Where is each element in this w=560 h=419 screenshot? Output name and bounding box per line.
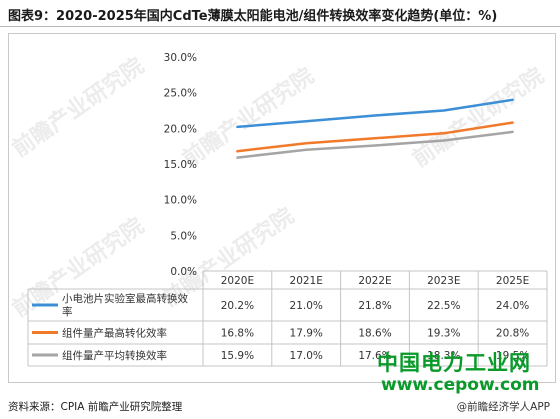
data-table-value: 17.9% bbox=[290, 328, 323, 340]
data-table-value: 19.5% bbox=[496, 350, 529, 362]
data-table-value: 21.8% bbox=[358, 300, 391, 312]
x-category-label: 2021E bbox=[290, 275, 323, 287]
data-table-value: 17.0% bbox=[290, 350, 323, 362]
data-table-value: 24.0% bbox=[496, 300, 529, 312]
chart-frame bbox=[8, 33, 556, 383]
y-tick-label: 15.0% bbox=[164, 159, 197, 171]
chart-title: 图表9：2020-2025年国内CdTe薄膜太阳能电池/组件转换效率变化趋势(单… bbox=[8, 9, 498, 24]
data-table-value: 20.2% bbox=[221, 300, 254, 312]
y-tick-label: 20.0% bbox=[164, 123, 197, 135]
legend-series-name: 小电池片实验室最高转换效率 bbox=[62, 292, 188, 318]
data-table-value: 22.5% bbox=[427, 300, 460, 312]
series-line bbox=[236, 98, 514, 129]
data-table-value: 19.3% bbox=[427, 328, 460, 340]
source-note: 资料来源：CPIA 前瞻产业研究院整理 bbox=[8, 401, 183, 413]
brand-url-watermark: www.cepow.com bbox=[381, 375, 540, 395]
series-line bbox=[236, 130, 514, 159]
x-category-label: 2025E bbox=[496, 275, 529, 287]
legend-series-name: 组件量产最高转化效率 bbox=[62, 327, 167, 340]
x-category-label: 2023E bbox=[427, 275, 460, 287]
y-tick-label: 30.0% bbox=[164, 52, 197, 64]
data-table-value: 17.6% bbox=[358, 350, 391, 362]
data-table-value: 20.8% bbox=[496, 328, 529, 340]
x-category-label: 2022E bbox=[358, 275, 391, 287]
y-tick-label: 10.0% bbox=[164, 195, 197, 207]
data-table-value: 15.9% bbox=[221, 350, 254, 362]
legend-series-name: 组件量产平均转换效率 bbox=[62, 349, 167, 362]
title-divider bbox=[0, 26, 560, 27]
brand-watermark: 中国电力工业网 bbox=[377, 351, 531, 375]
y-tick-label: 0.0% bbox=[170, 266, 197, 278]
x-category-label: 2020E bbox=[221, 275, 254, 287]
y-tick-label: 25.0% bbox=[164, 88, 197, 100]
data-table-value: 18.3% bbox=[427, 350, 460, 362]
data-table-value: 18.6% bbox=[358, 328, 391, 340]
data-table-value: 16.8% bbox=[221, 328, 254, 340]
app-credit: @前瞻经济学人APP bbox=[456, 401, 550, 413]
data-table-value: 21.0% bbox=[290, 300, 323, 312]
y-tick-label: 5.0% bbox=[170, 230, 197, 242]
